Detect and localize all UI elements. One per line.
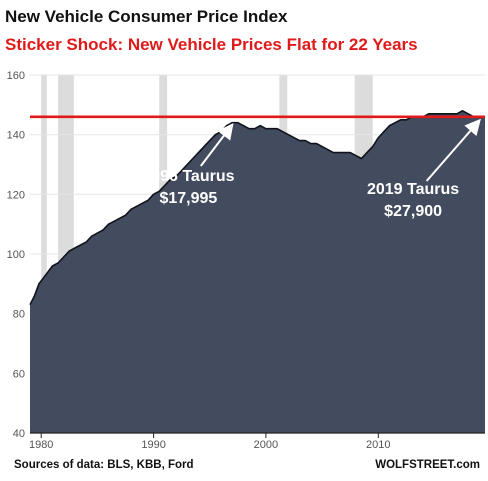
chart-subtitle: Sticker Shock: New Vehicle Prices Flat f…: [5, 35, 418, 54]
y-tick-label-100: 100: [7, 249, 25, 261]
annotation-label-1-model: 2019 Taurus: [367, 181, 459, 198]
y-tick-label-160: 160: [7, 70, 25, 82]
annotation-label-0-model: 1996 Taurus: [142, 168, 234, 185]
x-tick-label-1990: 1990: [141, 439, 165, 451]
x-tick-label-2000: 2000: [254, 439, 278, 451]
annotation-label-0-price: $17,995: [159, 190, 217, 207]
brand-credit: WOLFSTREET.com: [375, 459, 480, 471]
area-fill: [30, 110, 485, 434]
x-tick-label-2010: 2010: [366, 439, 390, 451]
annotation-arrow-1: [425, 118, 481, 182]
sources-note: Sources of data: BLS, KBB, Ford: [14, 459, 194, 471]
annotation-arrow-0: [200, 123, 234, 167]
y-tick-label-140: 140: [7, 130, 25, 142]
annotation-label-1-price: $27,900: [384, 203, 442, 220]
y-tick-label-120: 120: [7, 189, 25, 201]
y-tick-label-80: 80: [13, 309, 25, 321]
y-tick-label-40: 40: [13, 428, 25, 440]
series-line: [29, 109, 485, 306]
y-tick-label-60: 60: [13, 368, 25, 380]
chart-title: New Vehicle Consumer Price Index: [5, 7, 288, 26]
x-tick-label-1980: 1980: [29, 439, 53, 451]
